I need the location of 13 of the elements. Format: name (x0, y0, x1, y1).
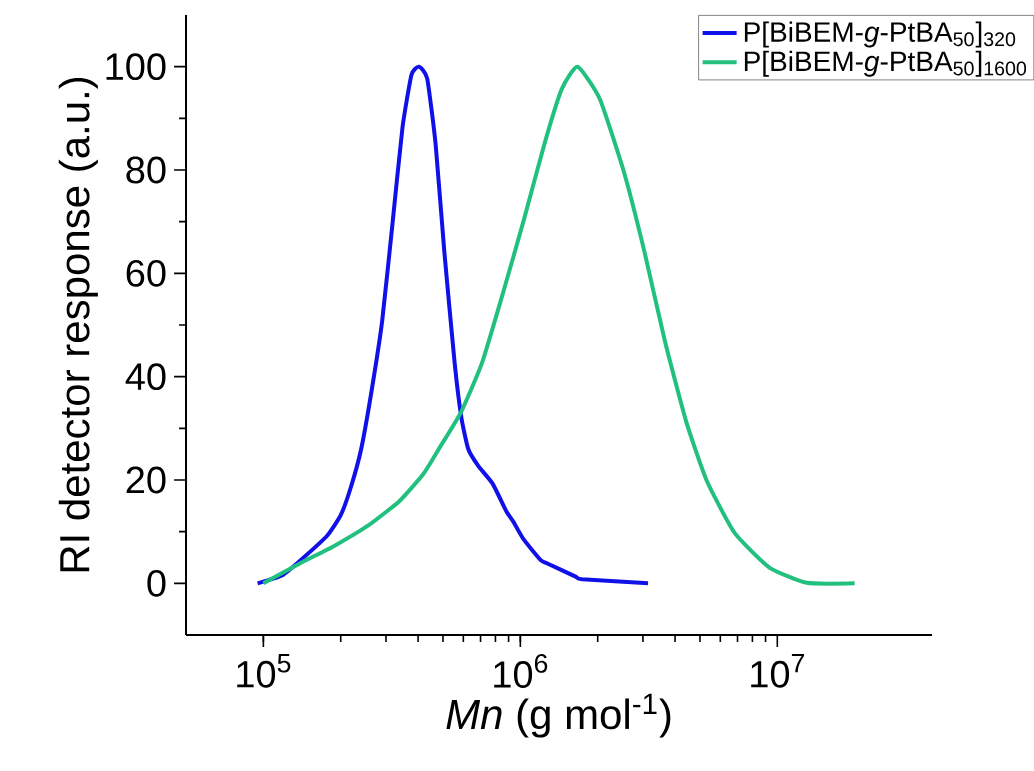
y-tick-label: 100 (106, 53, 166, 81)
legend-label: P[BiBEM-g-PtBA$_{50}$]$_{1600}$ (744, 50, 1027, 77)
x-axis-title: Mn (g mol$^{-1}$) (446, 693, 671, 738)
y-tick-label: 60 (126, 259, 166, 287)
legend-label: P[BiBEM-g-PtBA$_{50}$]$_{320}$ (744, 21, 1016, 48)
x-tick-label: 10$^{5}$ (237, 654, 291, 688)
y-axis-title: RI detector response (a.u.) (58, 77, 98, 572)
x-tick-label: 10$^{6}$ (494, 654, 548, 688)
y-tick-label: 80 (126, 156, 166, 184)
y-tick-label: 20 (126, 466, 166, 494)
y-tick-label: 0 (147, 569, 166, 597)
y-tick-label: 40 (125, 363, 166, 391)
x-tick-label: 10$^{7}$ (751, 654, 804, 688)
